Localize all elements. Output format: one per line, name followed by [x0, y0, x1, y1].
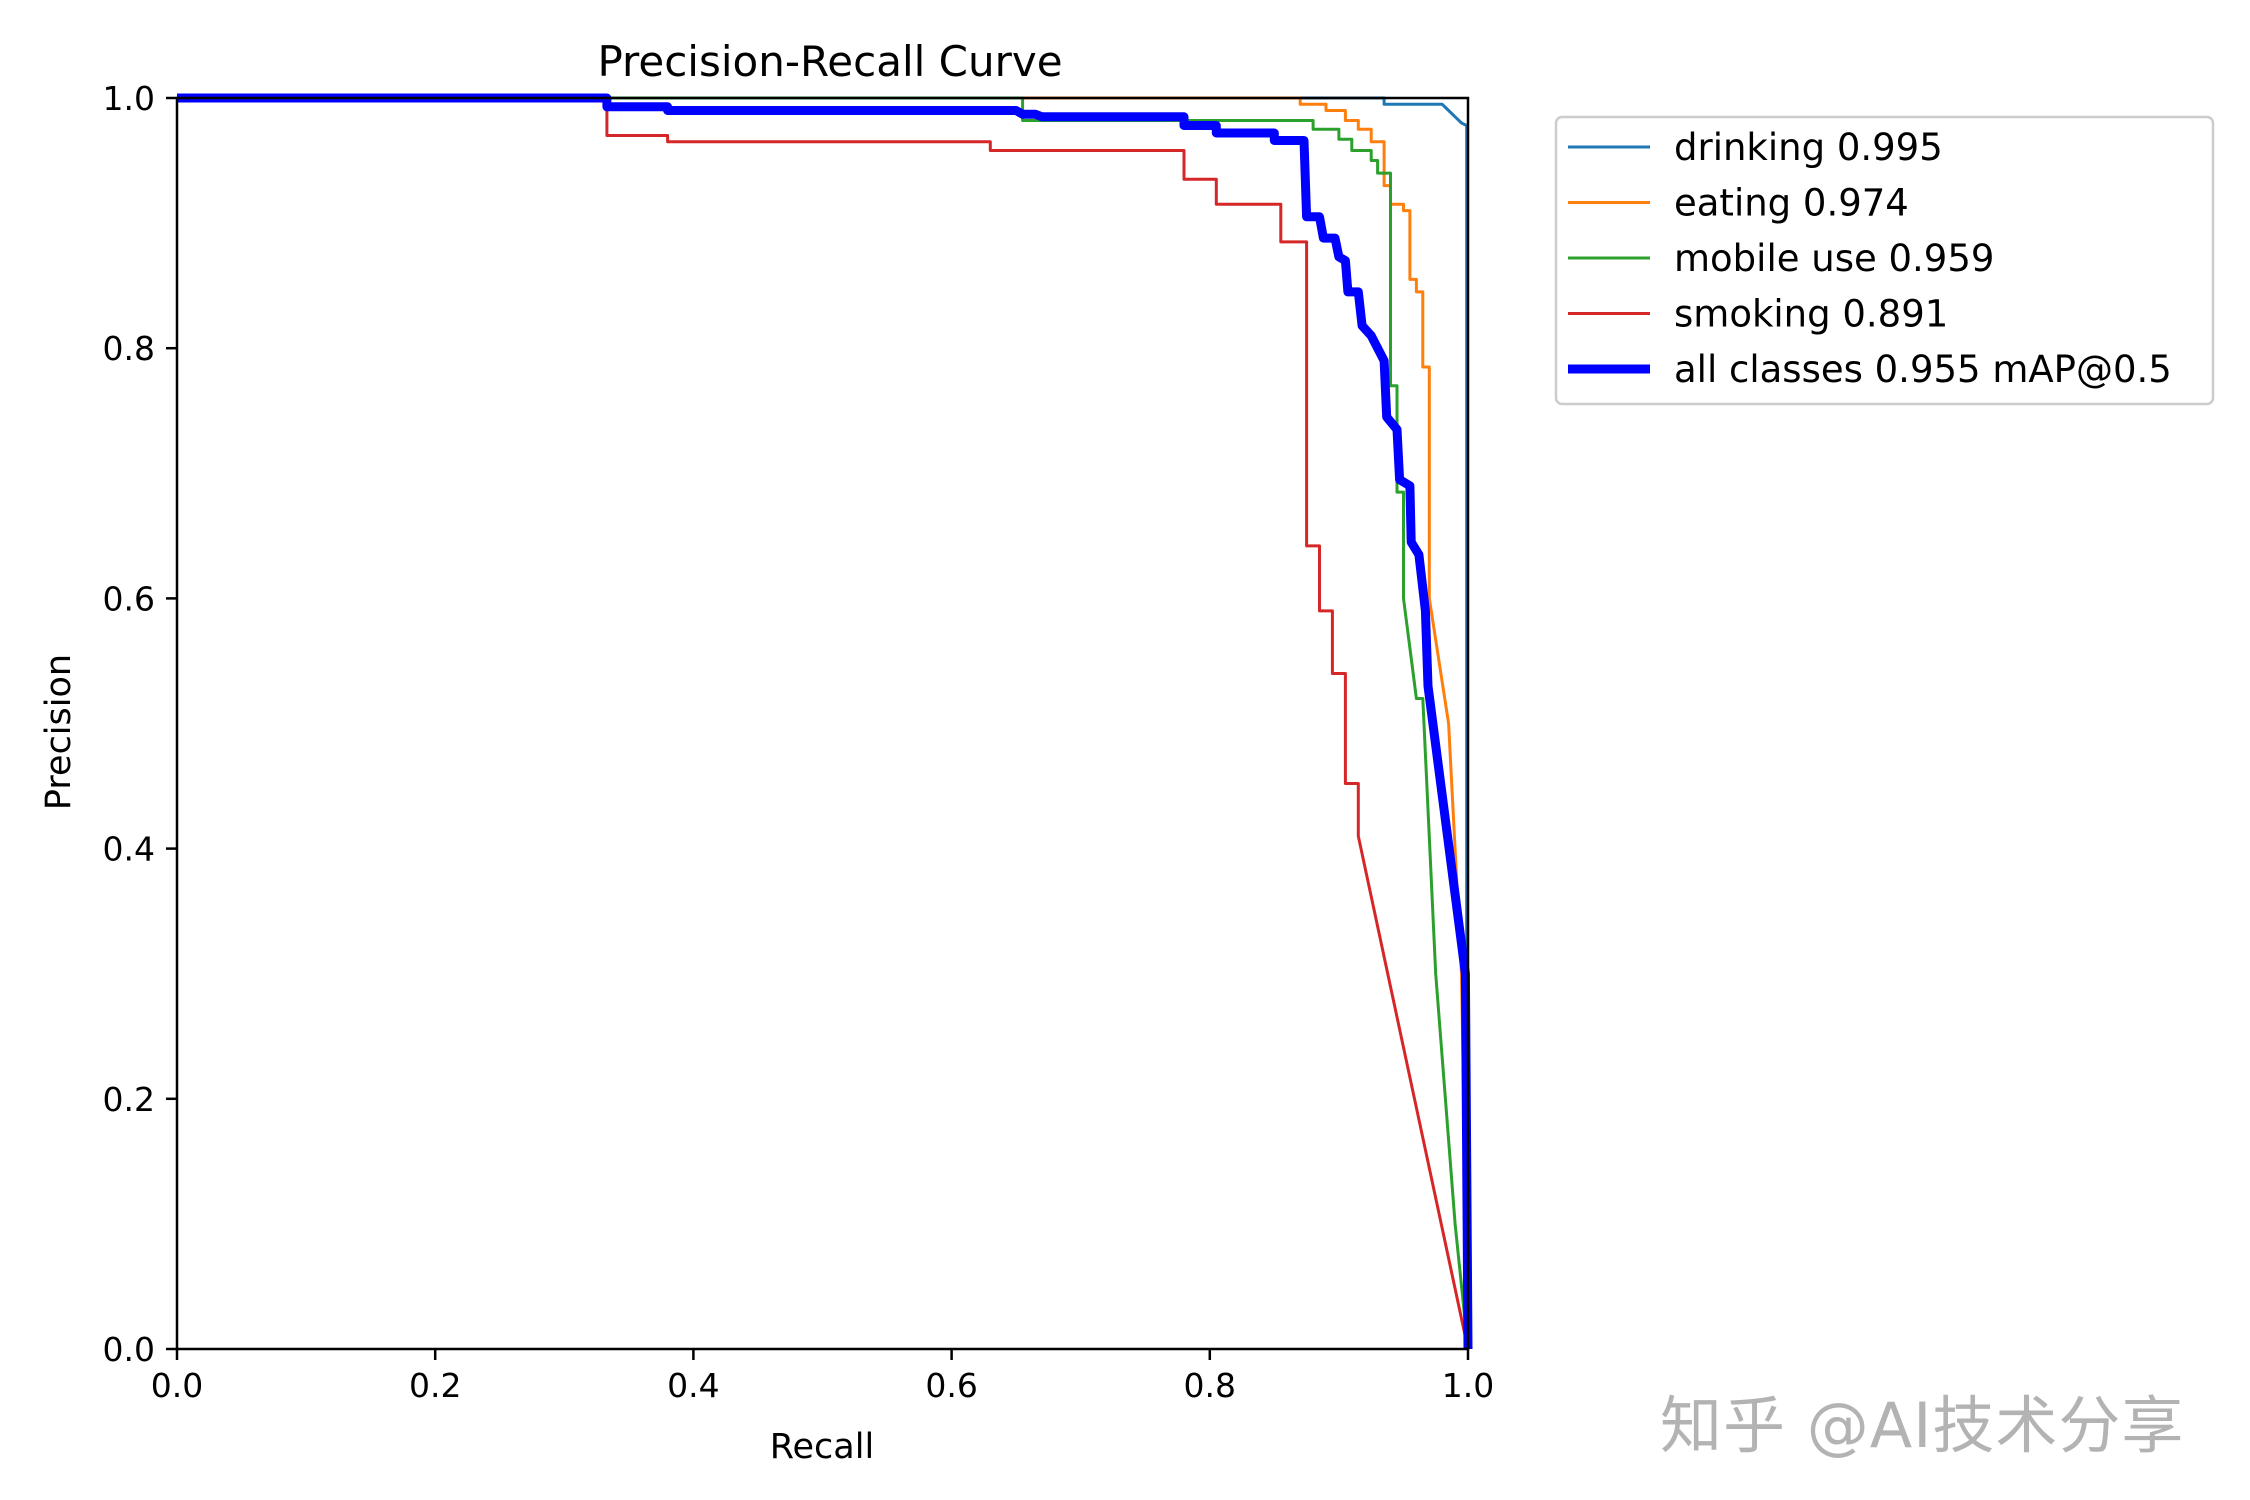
x-tick-label: 1.0: [1442, 1366, 1494, 1405]
y-axis-ticks: 0.0 0.2 0.4 0.6 0.8 1.0: [103, 79, 177, 1369]
x-axis-ticks: 0.0 0.2 0.4 0.6 0.8 1.0: [151, 1349, 1494, 1405]
series-line-all-classes: [177, 93, 1473, 1350]
x-tick-label: 0.4: [667, 1366, 719, 1405]
axes-frame: [175, 96, 1470, 1351]
legend: drinking 0.995 eating 0.974 mobile use 0.9…: [1554, 115, 2215, 406]
series-line-smoking: [177, 96, 1470, 1350]
series-layer: [177, 93, 1473, 1350]
y-tick-label: 0.0: [103, 1330, 155, 1369]
legend-label: drinking 0.995: [1674, 126, 1943, 169]
legend-label: eating 0.974: [1674, 182, 1909, 225]
chart-title: Precision-Recall Curve: [597, 37, 1062, 86]
y-tick-label: 0.4: [103, 830, 155, 869]
x-tick-label: 0.8: [1184, 1366, 1236, 1405]
legend-box: [1554, 115, 2215, 406]
watermark: 知乎 @AI技术分享: [1660, 1389, 2185, 1462]
series-line-mobile-use: [177, 96, 1470, 1350]
x-tick-label: 0.0: [151, 1366, 203, 1405]
x-tick-label: 0.6: [925, 1366, 977, 1405]
y-tick-label: 0.6: [103, 579, 155, 618]
plot-area: [175, 93, 1473, 1351]
y-axis-label: Precision: [39, 654, 79, 810]
legend-label: all classes 0.955 mAP@0.5: [1674, 348, 2172, 391]
legend-label: mobile use 0.959: [1674, 237, 1994, 280]
y-tick-label: 1.0: [103, 79, 155, 118]
x-axis-label: Recall: [770, 1427, 874, 1467]
series-line-drinking: [177, 96, 1470, 1350]
x-tick-label: 0.2: [409, 1366, 461, 1405]
y-tick-label: 0.2: [103, 1080, 155, 1119]
legend-label: smoking 0.891: [1674, 293, 1948, 336]
series-line-eating: [177, 96, 1470, 1350]
y-tick-label: 0.8: [103, 329, 155, 368]
